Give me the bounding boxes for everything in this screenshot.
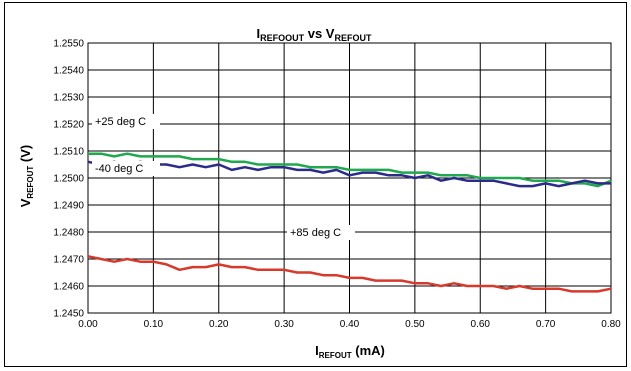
y-tick-label: 1.2470 bbox=[53, 255, 84, 266]
y-tick-label: 1.2530 bbox=[53, 93, 84, 104]
y-axis-label-main: V bbox=[18, 198, 33, 207]
series-line-1 bbox=[87, 160, 611, 188]
y-tick-label: 1.2520 bbox=[53, 120, 84, 131]
x-axis-label-sub: REFOUT bbox=[319, 351, 352, 360]
annotation-label: +85 deg C bbox=[290, 227, 341, 239]
y-tick-label: 1.2450 bbox=[53, 309, 84, 320]
x-tick-label: 0.10 bbox=[144, 319, 164, 330]
y-tick-label: 1.2490 bbox=[53, 201, 84, 212]
x-axis-label-main: I bbox=[315, 343, 319, 358]
x-tick-label: 0.50 bbox=[405, 319, 425, 330]
series-lines bbox=[87, 152, 612, 293]
y-tick-label: 1.2500 bbox=[53, 174, 84, 185]
y-axis-label-unit: (V) bbox=[18, 145, 33, 166]
chart-title: IREFOOUT vs VREFOUT bbox=[257, 26, 372, 43]
annotation-label: -40 deg C bbox=[95, 163, 143, 175]
x-tick-label: 0.80 bbox=[601, 319, 621, 330]
y-tick-label: 1.2540 bbox=[53, 66, 84, 77]
grid bbox=[87, 42, 612, 314]
x-tick-label: 0.20 bbox=[209, 319, 229, 330]
x-axis-label-unit: (mA) bbox=[352, 343, 385, 358]
y-tick-label: 1.2480 bbox=[53, 228, 84, 239]
annotations: +25 deg C -40 deg C +85 deg C bbox=[92, 114, 355, 240]
chart-title-mid-sub: REFOUT bbox=[334, 33, 372, 43]
y-axis-label: VREFOUT (V) bbox=[18, 145, 35, 208]
x-tick-label: 0.60 bbox=[471, 319, 491, 330]
chart-title-mid: vs V bbox=[304, 26, 335, 41]
x-axis-label: IREFOUT (mA) bbox=[315, 343, 385, 360]
annotation-label: +25 deg C bbox=[95, 116, 146, 128]
series-line-0 bbox=[88, 152, 612, 188]
y-tick-label: 1.2510 bbox=[53, 147, 84, 158]
chart-title-main-sub: REFOOUT bbox=[260, 33, 305, 43]
y-tick-label: 1.2550 bbox=[53, 39, 84, 50]
annotation-bg bbox=[92, 161, 160, 176]
x-tick-label: 0.40 bbox=[340, 319, 360, 330]
series-line-2 bbox=[87, 255, 612, 293]
x-tick-label: 0.30 bbox=[274, 319, 294, 330]
y-tick-label: 1.2460 bbox=[53, 282, 84, 293]
x-tick-label: 0.70 bbox=[536, 319, 556, 330]
annotation-bg bbox=[92, 114, 160, 129]
x-tick-label: 0.00 bbox=[78, 319, 98, 330]
chart-title-main: I bbox=[257, 26, 261, 41]
y-axis-label-sub: REFOUT bbox=[26, 166, 35, 199]
tick-labels: 0.00 0.10 0.20 0.30 0.40 0.50 0.60 0.70 0.80 1.24… bbox=[53, 39, 621, 331]
annotation-bg bbox=[287, 225, 355, 240]
